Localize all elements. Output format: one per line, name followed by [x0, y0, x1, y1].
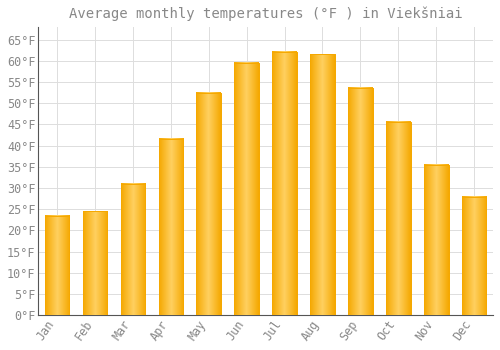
Bar	[424, 165, 448, 315]
Bar	[83, 211, 108, 315]
Bar	[234, 63, 259, 315]
Bar	[120, 184, 146, 315]
Bar	[120, 184, 146, 315]
Bar	[310, 54, 335, 315]
Bar	[386, 122, 410, 315]
Bar	[348, 88, 372, 315]
Bar	[45, 216, 70, 315]
Bar	[424, 165, 448, 315]
Bar	[83, 211, 108, 315]
Bar	[348, 88, 372, 315]
Bar	[158, 139, 183, 315]
Bar	[196, 92, 221, 315]
Bar	[462, 196, 486, 315]
Bar	[45, 216, 70, 315]
Bar	[272, 52, 297, 315]
Bar	[462, 196, 486, 315]
Bar	[272, 52, 297, 315]
Bar	[196, 92, 221, 315]
Bar	[310, 54, 335, 315]
Bar	[158, 139, 183, 315]
Bar	[386, 122, 410, 315]
Bar	[234, 63, 259, 315]
Title: Average monthly temperatures (°F ) in Viekšniai: Average monthly temperatures (°F ) in Vi…	[69, 7, 462, 21]
